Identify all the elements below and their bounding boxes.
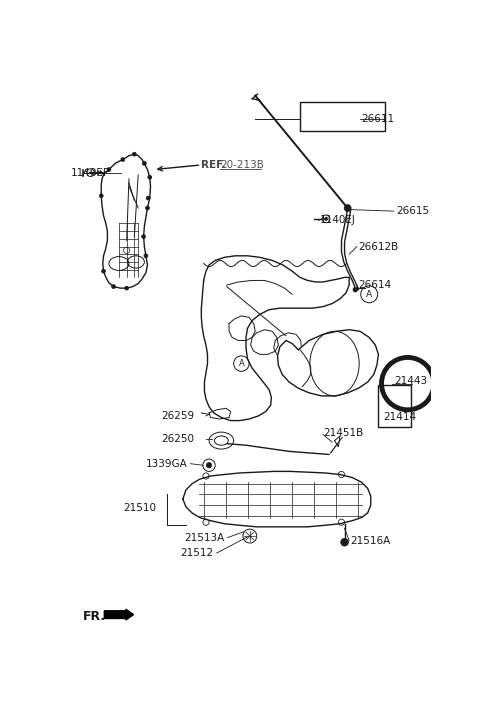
Polygon shape (277, 330, 378, 396)
Text: 21512: 21512 (180, 548, 214, 558)
Text: 26250: 26250 (161, 434, 194, 444)
Circle shape (143, 161, 146, 166)
Text: FR.: FR. (83, 610, 106, 623)
FancyArrow shape (104, 609, 133, 620)
Circle shape (112, 284, 116, 289)
Text: 21510: 21510 (123, 503, 156, 513)
Text: 21451B: 21451B (323, 428, 363, 438)
Text: 21443: 21443 (394, 376, 427, 385)
Circle shape (146, 196, 150, 200)
Polygon shape (201, 256, 349, 420)
Circle shape (144, 254, 148, 258)
Text: 20-213B: 20-213B (220, 160, 264, 170)
Text: REF.: REF. (201, 160, 226, 170)
Text: A: A (239, 359, 244, 368)
Text: 26615: 26615 (396, 206, 429, 216)
FancyBboxPatch shape (378, 385, 411, 427)
Text: 1339GA: 1339GA (146, 459, 188, 469)
Text: 26614: 26614 (359, 280, 392, 290)
Circle shape (121, 158, 125, 161)
Text: 21513A: 21513A (184, 533, 225, 543)
Text: 26259: 26259 (161, 411, 194, 421)
Text: 21516A: 21516A (351, 536, 391, 546)
Text: 26611: 26611 (361, 114, 395, 124)
Circle shape (125, 287, 129, 290)
Circle shape (324, 217, 328, 220)
Polygon shape (101, 154, 151, 288)
Text: A: A (366, 289, 372, 299)
Circle shape (132, 152, 136, 156)
Circle shape (148, 176, 152, 179)
Circle shape (102, 269, 106, 273)
Circle shape (145, 206, 149, 210)
Circle shape (341, 539, 348, 546)
Text: 26612B: 26612B (359, 241, 399, 251)
Circle shape (99, 194, 103, 198)
Text: 21414: 21414 (383, 413, 416, 423)
Text: 1140EF: 1140EF (71, 168, 109, 178)
Circle shape (107, 168, 111, 171)
Polygon shape (183, 472, 371, 527)
Circle shape (344, 204, 351, 212)
Circle shape (206, 462, 212, 468)
Text: 1140EJ: 1140EJ (320, 215, 356, 225)
Circle shape (142, 235, 145, 238)
Circle shape (353, 287, 358, 292)
